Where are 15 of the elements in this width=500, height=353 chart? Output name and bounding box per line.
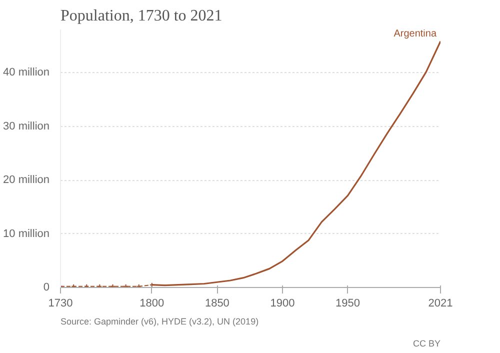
x-tick-label: 1730 [48, 298, 73, 310]
y-tick-label: 20 million [3, 174, 50, 186]
x-tick-label: 1850 [204, 298, 230, 310]
series-label: Argentina [394, 28, 437, 40]
source-note: Source: Gapminder (v6), HYDE (v3.2), UN (2019) [60, 316, 259, 326]
y-tick-label: 0 [43, 282, 50, 294]
text: CC BY [412, 338, 441, 348]
x-tick-label: 1900 [270, 298, 295, 310]
y-tick-label: 30 million [3, 120, 50, 132]
x-tick-label: 1950 [336, 298, 360, 310]
chart-title: Population, 1730 to 2021 [60, 8, 222, 24]
y-tick-label: 10 million [3, 228, 50, 240]
x-tick-label: 1800 [140, 298, 164, 310]
x-tick-label: 2021 [428, 298, 453, 310]
y-tick-label: 40 million [3, 66, 50, 78]
